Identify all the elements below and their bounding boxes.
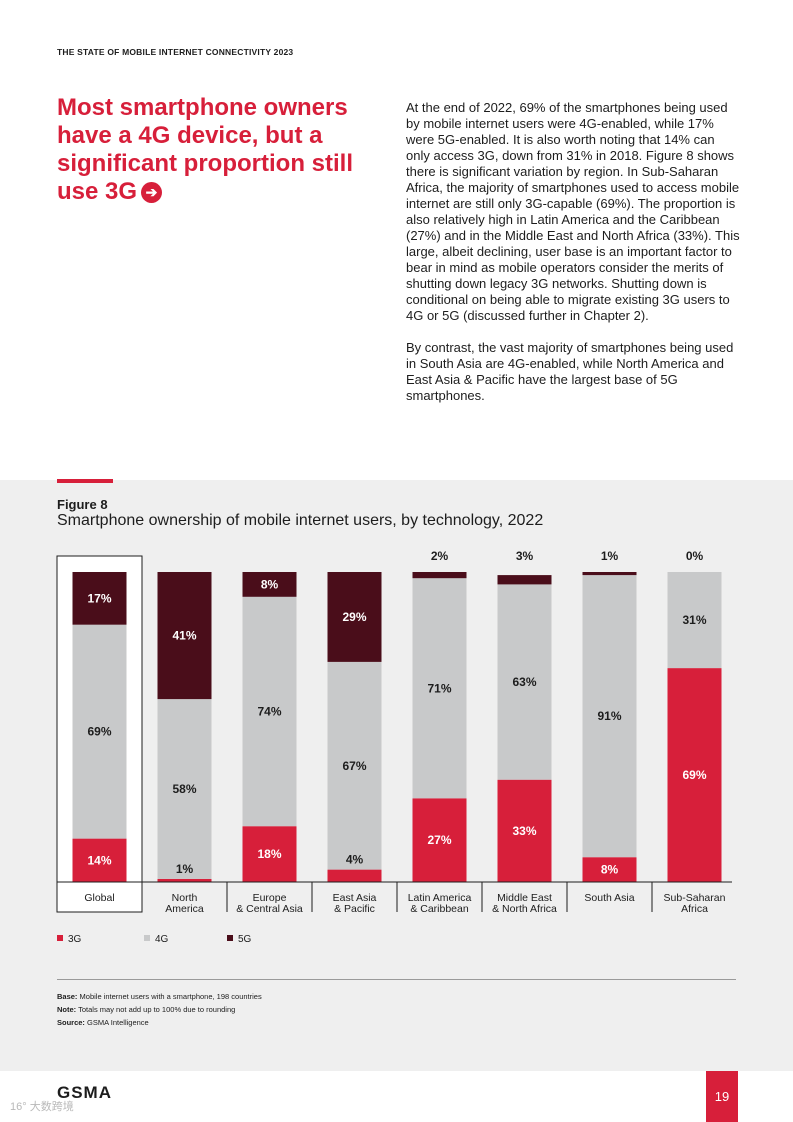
legend-item-4g: 4G <box>144 934 168 945</box>
data-label-3g-europe-central-asia: 18% <box>257 847 281 861</box>
data-label-5g-latin-america-caribbean: 2% <box>431 549 449 563</box>
page-number: 19 <box>706 1071 738 1122</box>
data-label-3g-global: 14% <box>87 853 111 867</box>
bar-4g-east-asia-pacific <box>327 661 382 870</box>
data-label-4g-north-america: 58% <box>172 782 196 796</box>
tick-label-north-america: America <box>165 903 204 915</box>
bar-5g-global <box>72 572 127 625</box>
tick-label-east-asia-pacific: East Asia <box>333 892 377 904</box>
bar-3g-sub-saharan-africa <box>667 668 722 882</box>
tick-label-sub-saharan-africa: Sub-Saharan <box>664 892 726 904</box>
bar-5g-east-asia-pacific <box>327 572 382 662</box>
tick-label-middle-east-north-africa: Middle East <box>497 892 552 904</box>
data-label-3g-south-asia: 8% <box>601 863 619 877</box>
data-label-3g-latin-america-caribbean: 27% <box>427 833 451 847</box>
note-source: Source: GSMA Intelligence <box>57 1018 149 1027</box>
tick-label-global: Global <box>84 892 114 904</box>
bar-4g-sub-saharan-africa <box>667 572 722 669</box>
data-label-4g-latin-america-caribbean: 71% <box>427 681 451 695</box>
bar-3g-middle-east-north-africa <box>497 779 552 882</box>
bar-5g-south-asia <box>582 572 637 576</box>
body-text: At the end of 2022, 69% of the smartphon… <box>406 100 742 420</box>
data-label-5g-east-asia-pacific: 29% <box>342 610 366 624</box>
legend-label-3g: 3G <box>68 934 82 945</box>
figure-label: Figure 8 <box>57 497 108 512</box>
bar-5g-north-america <box>157 572 212 700</box>
tick-label-latin-america-caribbean: & Caribbean <box>410 903 469 915</box>
notes-divider <box>57 979 736 980</box>
bar-3g-east-asia-pacific <box>327 869 382 882</box>
bar-5g-latin-america-caribbean <box>412 572 467 579</box>
legend-swatch-5g <box>227 935 233 941</box>
data-label-3g-middle-east-north-africa: 33% <box>512 824 536 838</box>
tick-label-middle-east-north-africa: & North Africa <box>492 903 557 915</box>
tick-label-europe-central-asia: Europe <box>253 892 287 904</box>
bar-3g-latin-america-caribbean <box>412 798 467 882</box>
data-label-5g-middle-east-north-africa: 3% <box>516 549 534 563</box>
bar-4g-north-america <box>157 699 212 879</box>
legend-item-5g: 5G <box>227 934 251 945</box>
data-label-4g-middle-east-north-africa: 63% <box>512 675 536 689</box>
tick-label-north-america: North <box>172 892 198 904</box>
note-rounding: Note: Totals may not add up to 100% due … <box>57 1005 236 1014</box>
headline-text: Most smartphone owners have a 4G device,… <box>57 94 353 205</box>
bar-5g-europe-central-asia <box>242 572 297 597</box>
bar-3g-global <box>72 838 127 882</box>
data-label-4g-europe-central-asia: 74% <box>257 705 281 719</box>
watermark: 16° 大数跨境 <box>10 1101 74 1113</box>
data-label-5g-sub-saharan-africa: 0% <box>686 549 704 563</box>
data-label-4g-global: 69% <box>87 725 111 739</box>
data-label-5g-global: 17% <box>87 591 111 605</box>
data-label-3g-east-asia-pacific: 4% <box>346 853 364 867</box>
data-label-4g-east-asia-pacific: 67% <box>342 759 366 773</box>
tick-label-latin-america-caribbean: Latin America <box>408 892 472 904</box>
bar-5g-middle-east-north-africa <box>497 575 552 585</box>
body-paragraph: At the end of 2022, 69% of the smartphon… <box>406 100 740 323</box>
data-label-3g-sub-saharan-africa: 69% <box>682 768 706 782</box>
running-head: THE STATE OF MOBILE INTERNET CONNECTIVIT… <box>57 47 294 57</box>
legend-swatch-3g <box>57 935 63 941</box>
figure-title: Smartphone ownership of mobile internet … <box>57 512 544 529</box>
data-label-3g-north-america: 1% <box>176 862 194 876</box>
page-headline: Most smartphone owners have a 4G device,… <box>57 94 392 206</box>
bar-3g-europe-central-asia <box>242 826 297 882</box>
tick-label-sub-saharan-africa: Africa <box>681 903 708 915</box>
data-label-4g-south-asia: 91% <box>597 709 621 723</box>
data-label-5g-south-asia: 1% <box>601 549 619 563</box>
bar-4g-latin-america-caribbean <box>412 578 467 799</box>
bar-3g-south-asia <box>582 857 637 882</box>
legend-label-5g: 5G <box>238 934 252 945</box>
bar-4g-europe-central-asia <box>242 596 297 827</box>
bar-4g-middle-east-north-africa <box>497 584 552 780</box>
data-label-5g-europe-central-asia: 8% <box>261 577 279 591</box>
data-label-4g-sub-saharan-africa: 31% <box>682 613 706 627</box>
legend-label-4g: 4G <box>155 934 169 945</box>
tick-label-east-asia-pacific: & Pacific <box>334 903 375 915</box>
body-paragraph: By contrast, the vast majority of smartp… <box>406 340 734 403</box>
gsma-logo: GSMA <box>57 1083 112 1102</box>
tick-label-europe-central-asia: & Central Asia <box>236 903 303 915</box>
tick-label-south-asia: South Asia <box>584 892 634 904</box>
legend-item-3g: 3G <box>57 934 81 945</box>
bar-3g-north-america <box>157 878 212 882</box>
note-base: Base: Mobile internet users with a smart… <box>57 992 262 1001</box>
figure-accent-rule <box>57 479 113 483</box>
figure-notes: Base: Mobile internet users with a smart… <box>57 990 262 1029</box>
bar-4g-global <box>72 624 127 839</box>
legend-swatch-4g <box>144 935 150 941</box>
arrow-right-icon[interactable]: ➔ <box>141 182 163 203</box>
bar-4g-south-asia <box>582 575 637 858</box>
data-label-5g-north-america: 41% <box>172 629 196 643</box>
